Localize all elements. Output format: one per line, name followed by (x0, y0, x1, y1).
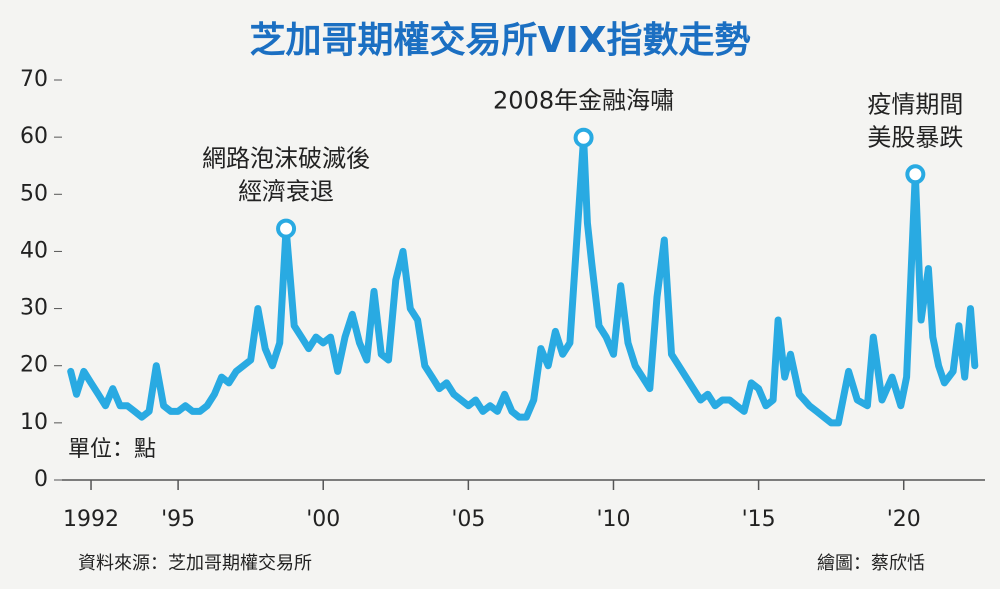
y-tick-label: 60 (20, 124, 48, 149)
y-tick-label: 0 (34, 467, 48, 492)
series-line (67, 134, 979, 427)
y-tick-label: 20 (20, 353, 48, 378)
x-tick-label: '20 (887, 507, 921, 532)
annotation: 網路泡沫破滅後 (202, 145, 370, 173)
source: 資料來源：芝加哥期權交易所 (78, 553, 312, 574)
y-tick-label: 70 (20, 67, 48, 92)
peak-marker (573, 127, 594, 148)
x-tick-label: '05 (451, 507, 485, 532)
x-tick-label: '00 (306, 507, 340, 532)
y-tick-label: 30 (20, 296, 48, 321)
peak-marker (276, 218, 297, 239)
annotation: 經濟衰退 (238, 178, 334, 206)
x-tick-label: '95 (161, 507, 195, 532)
annotation: 2008年金融海嘯 (493, 87, 674, 115)
peak-marker (905, 164, 926, 185)
y-tick-label: 10 (20, 410, 48, 435)
annotation: 美股暴跌 (867, 123, 963, 151)
x-tick-label: 1992 (63, 507, 119, 532)
y-tick-label: 50 (20, 181, 48, 206)
x-tick-label: '10 (596, 507, 630, 532)
credit: 繪圖：蔡欣恬 (817, 553, 925, 574)
x-tick-label: '15 (742, 507, 776, 532)
unit-label: 單位：點 (68, 437, 156, 462)
y-tick-label: 40 (20, 238, 48, 263)
annotation: 疫情期間 (867, 90, 963, 118)
chart-title: 芝加哥期權交易所VIX指數走勢 (249, 19, 750, 61)
